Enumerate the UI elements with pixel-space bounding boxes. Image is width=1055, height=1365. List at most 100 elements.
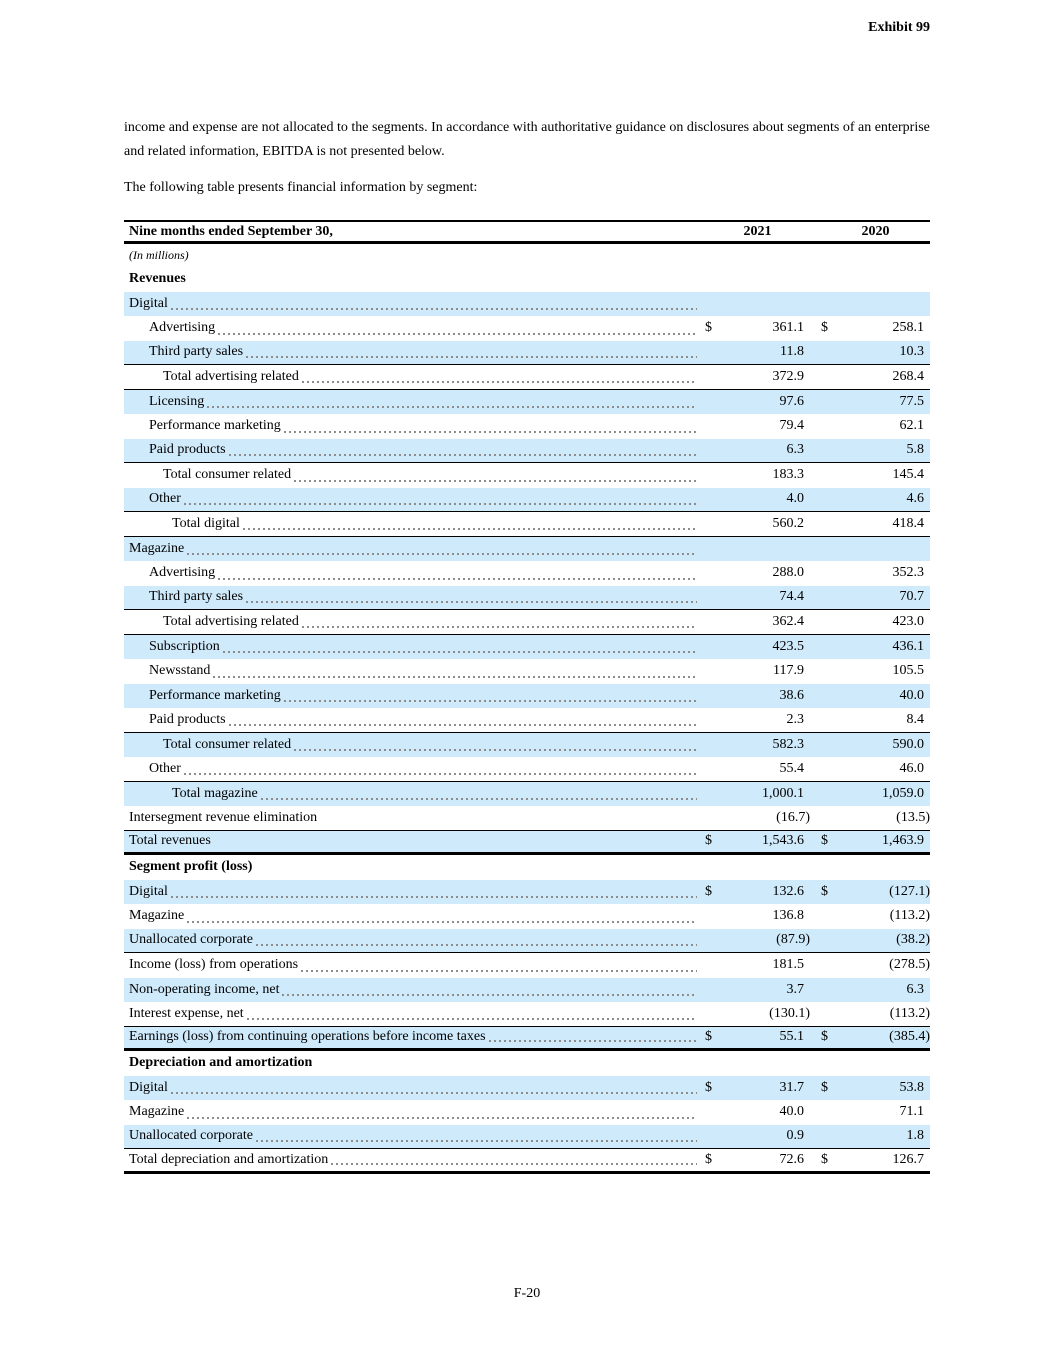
exhibit-label: Exhibit 99 [868, 20, 930, 35]
currency-symbol-2020: $ [821, 833, 828, 849]
table-header-row: Nine months ended September 30, 2021 202… [124, 222, 930, 244]
row-label: Total advertising related [163, 368, 299, 384]
value-2021: (130.1) [769, 1005, 810, 1021]
table-header-label: Nine months ended September 30, [129, 223, 333, 239]
row-label: Total consumer related [163, 736, 292, 752]
table-row: Paid products 2.3 8.4 [124, 708, 930, 733]
currency-symbol-2021: $ [705, 1151, 712, 1167]
dot-leader [187, 553, 697, 555]
value-2021: 6.3 [786, 442, 805, 458]
value-2020: 418.4 [892, 515, 925, 531]
value-2020: (127.1) [889, 883, 930, 899]
value-2021: 97.6 [779, 393, 805, 409]
dot-leader [170, 308, 697, 310]
dot-leader [246, 1017, 697, 1020]
dot-leader [283, 430, 697, 433]
row-label: Third party sales [149, 344, 244, 360]
dot-leader [183, 503, 697, 505]
currency-symbol-2020: $ [821, 1151, 828, 1167]
page-number: F-20 [513, 1285, 541, 1301]
value-2020: 53.8 [899, 1079, 925, 1095]
leader-spacer [255, 872, 697, 874]
table-row: Total magazine 1,000.1 1,059.0 [124, 781, 930, 806]
row-label: Income (loss) from operations [129, 957, 299, 973]
table-row: Total revenues $1,543.6 $1,463.9 [124, 830, 930, 855]
dot-leader [213, 675, 697, 678]
table-row: Intersegment revenue elimination (16.7) (1… [124, 806, 930, 831]
value-2020: 423.0 [892, 613, 925, 629]
value-2020: 46.0 [899, 760, 925, 776]
value-2020: 8.4 [906, 711, 925, 727]
value-2020: 6.3 [906, 981, 925, 997]
row-label: Unallocated corporate [129, 932, 253, 948]
row-label: Total magazine [172, 785, 258, 801]
table-row: Digital $31.7 $53.8 [124, 1075, 930, 1100]
value-2021: 181.5 [772, 957, 805, 973]
dot-leader [187, 920, 697, 923]
value-2020: 70.7 [899, 589, 925, 605]
dot-leader [242, 527, 697, 530]
currency-symbol-2021: $ [705, 833, 712, 849]
value-2020: (113.2) [889, 1005, 930, 1021]
currency-symbol-2021: $ [705, 1029, 712, 1045]
row-label: Newsstand [149, 663, 211, 679]
row-label: Total digital [172, 515, 240, 531]
dot-leader [301, 969, 697, 972]
section-header-row: Revenues [124, 267, 930, 292]
value-2020: 1,059.0 [882, 785, 924, 801]
value-2021: 132.6 [772, 883, 805, 899]
row-label: Subscription [149, 638, 220, 654]
row-label: Total advertising related [163, 613, 299, 629]
dot-leader [260, 798, 697, 800]
leader-spacer [320, 822, 697, 824]
dot-leader [218, 577, 697, 580]
currency-symbol-2021: $ [705, 320, 712, 336]
row-label: Revenues [129, 271, 186, 287]
value-2021: 136.8 [772, 908, 805, 924]
dot-leader [170, 896, 697, 898]
table-row: Non-operating income, net 3.7 6.3 [124, 977, 930, 1002]
dot-leader [294, 479, 697, 482]
dot-leader [301, 380, 697, 383]
dot-leader [170, 1092, 697, 1094]
row-label: Digital [129, 295, 168, 311]
table-row: Total consumer related 582.3 590.0 [124, 732, 930, 757]
row-label: Segment profit (loss) [129, 859, 253, 875]
dot-leader [218, 332, 697, 335]
currency-symbol-2021: $ [705, 883, 712, 899]
value-2020: 145.4 [892, 467, 925, 483]
value-2021: 3.7 [786, 981, 805, 997]
section-header-row: Segment profit (loss) [124, 855, 930, 880]
value-2020: (38.2) [896, 932, 930, 948]
table-row: Advertising 288.0 352.3 [124, 561, 930, 586]
table-row: Interest expense, net (130.1) (113.2) [124, 1002, 930, 1027]
row-label: Performance marketing [149, 687, 281, 703]
dot-leader [256, 944, 697, 946]
row-label: Total consumer related [163, 467, 292, 483]
table-row: Digital $132.6 $ (127.1) [124, 879, 930, 904]
dot-leader [228, 723, 697, 726]
value-2020: 258.1 [892, 320, 925, 336]
currency-symbol-2020: $ [821, 1079, 828, 1095]
value-2021: 0.9 [786, 1128, 805, 1144]
column-header-2021: 2021 [743, 223, 772, 239]
value-2021: 55.1 [779, 1029, 805, 1045]
dot-leader [246, 356, 697, 358]
row-label: Paid products [149, 442, 226, 458]
row-label: Paid products [149, 711, 226, 727]
leader-spacer [214, 844, 697, 846]
dot-leader [183, 772, 697, 775]
dot-leader [283, 700, 697, 702]
table-row: Licensing 97.6 77.5 [124, 389, 930, 414]
dot-leader [222, 651, 697, 653]
row-label: Digital [129, 883, 168, 899]
row-label: Third party sales [149, 589, 244, 605]
value-2021: 55.4 [779, 760, 805, 776]
table-row: Magazine 40.0 71.1 [124, 1100, 930, 1125]
dot-leader [301, 625, 697, 628]
row-label: Magazine [129, 1104, 185, 1120]
table-row: Performance marketing 38.6 40.0 [124, 683, 930, 708]
row-label: Advertising [149, 320, 216, 336]
value-2021: 183.3 [772, 467, 805, 483]
